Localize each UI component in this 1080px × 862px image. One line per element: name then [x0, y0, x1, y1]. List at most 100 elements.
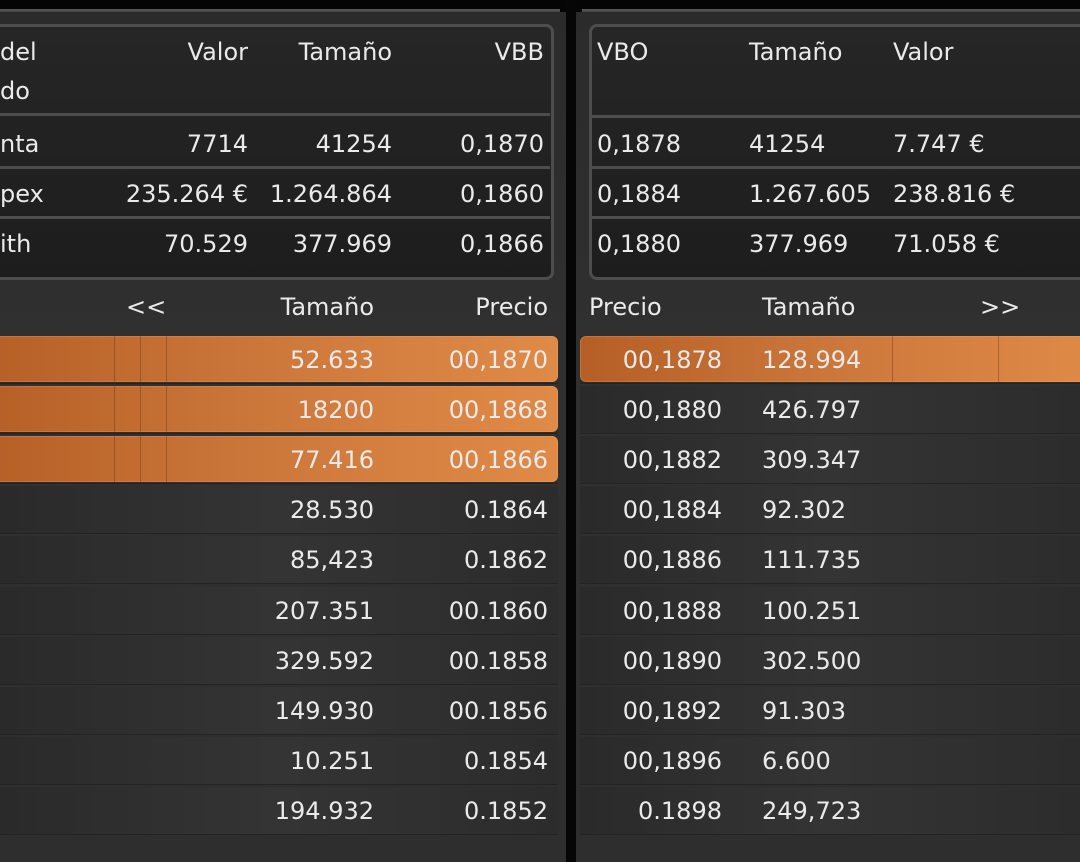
ask-row[interactable]	[580, 787, 1080, 835]
bid-row[interactable]	[0, 587, 558, 635]
ask-row[interactable]	[580, 737, 1080, 785]
ask-quote-row-line	[592, 216, 1080, 219]
asks-next-button[interactable]: >>	[980, 293, 1021, 321]
quote-row-vbo: 0,1880	[597, 230, 681, 258]
ask-size: 111.735	[762, 546, 862, 574]
bid-price: 00,1866	[448, 446, 548, 474]
bid-price: 00.1858	[448, 647, 548, 675]
bid-size: 149.930	[274, 697, 374, 725]
ask-row[interactable]	[580, 687, 1080, 735]
quote-row-size: 41254	[315, 130, 392, 158]
highlight-tick	[140, 436, 141, 482]
ask-price: 00,1892	[622, 697, 722, 725]
ask-size: 249,723	[762, 797, 862, 825]
bid-size: 77.416	[290, 446, 374, 474]
bid-row[interactable]	[0, 737, 558, 785]
quote-header-name: del	[0, 38, 37, 66]
ask-size: 128.994	[762, 346, 862, 374]
quote-header-value: Valor	[893, 38, 954, 66]
highlight-tick	[998, 336, 999, 382]
quote-header-vbo: VBO	[597, 38, 649, 66]
ask-size: 309.347	[762, 446, 862, 474]
ask-price: 00,1880	[622, 396, 722, 424]
ask-size: 302.500	[762, 647, 862, 675]
ask-row[interactable]	[580, 486, 1080, 534]
ask-quote-header-line	[592, 115, 1080, 118]
bid-row-highlight[interactable]	[0, 386, 558, 432]
bid-row-highlight[interactable]	[0, 336, 558, 382]
ask-row[interactable]	[580, 637, 1080, 685]
ask-quote-row-line	[592, 166, 1080, 169]
ask-price: 00,1884	[622, 496, 722, 524]
bid-quote-table	[0, 24, 554, 280]
bid-price: 0.1864	[464, 496, 548, 524]
highlight-tick	[114, 386, 115, 432]
ask-row-highlight[interactable]	[580, 336, 1080, 382]
highlight-tick	[166, 386, 167, 432]
ask-size: 100.251	[762, 597, 862, 625]
bid-row[interactable]	[0, 787, 558, 835]
highlight-tick	[892, 336, 893, 382]
ask-size: 426.797	[762, 396, 862, 424]
quote-row-vbb: 0,1866	[460, 230, 544, 258]
ask-price: 00,1882	[622, 446, 722, 474]
highlight-tick	[114, 336, 115, 382]
bid-size: 207.351	[274, 597, 374, 625]
top-strip	[0, 0, 1080, 14]
bid-row[interactable]	[0, 687, 558, 735]
bid-quote-header-line	[0, 113, 550, 116]
quote-row-vbb: 0,1860	[460, 180, 544, 208]
quote-row-value: 71.058 €	[893, 230, 1000, 258]
ask-price: 0.1898	[638, 797, 722, 825]
bid-size: 28.530	[290, 496, 374, 524]
quote-row-size: 377.969	[292, 230, 392, 258]
bids-header-size: Tamaño	[280, 293, 374, 321]
bids-prev-button[interactable]: <<	[126, 293, 167, 321]
quote-header-name-2: do	[0, 77, 30, 105]
bid-row[interactable]	[0, 637, 558, 685]
bid-row-highlight[interactable]	[0, 436, 558, 482]
bid-price: 0.1852	[464, 797, 548, 825]
quote-row-size: 1.264.864	[269, 180, 392, 208]
ask-price: 00,1886	[622, 546, 722, 574]
highlight-tick	[166, 436, 167, 482]
ask-price: 00,1896	[622, 747, 722, 775]
ask-size: 6.600	[762, 747, 831, 775]
quote-row-vbb: 0,1870	[460, 130, 544, 158]
quote-header-vbb: VBB	[494, 38, 544, 66]
quote-header-size: Tamaño	[749, 38, 843, 66]
panel-divider	[566, 0, 576, 862]
top-bar-right	[582, 9, 1080, 13]
quote-row-value: 7714	[186, 130, 248, 158]
ask-row[interactable]	[580, 587, 1080, 635]
quote-row-value: 70.529	[164, 230, 248, 258]
ask-price: 00,1890	[622, 647, 722, 675]
quote-row-name: nta	[0, 130, 40, 158]
quote-row-value: 235.264 €	[125, 180, 248, 208]
bid-quote-row-line	[0, 216, 550, 219]
quote-row-vbo: 0,1878	[597, 130, 681, 158]
ask-row[interactable]	[580, 386, 1080, 434]
bid-price: 0.1862	[464, 546, 548, 574]
bid-size: 329.592	[274, 647, 374, 675]
ask-row[interactable]	[580, 436, 1080, 484]
bids-header-price: Precio	[475, 293, 548, 321]
bid-row[interactable]	[0, 486, 558, 534]
quote-header-value: Valor	[187, 38, 248, 66]
highlight-tick	[114, 436, 115, 482]
bid-size: 18200	[297, 396, 374, 424]
bid-row[interactable]	[0, 536, 558, 584]
asks-header-size: Tamaño	[762, 293, 856, 321]
quote-row-vbo: 0,1884	[597, 180, 681, 208]
quote-row-size: 41254	[749, 130, 826, 158]
bid-size: 194.932	[274, 797, 374, 825]
ask-price: 00,1878	[622, 346, 722, 374]
bid-price: 00.1860	[448, 597, 548, 625]
top-bar-left	[0, 9, 560, 13]
ask-quote-table	[589, 24, 1080, 280]
asks-header-price: Precio	[589, 293, 662, 321]
quote-row-name: ith	[0, 230, 32, 258]
ask-row[interactable]	[580, 536, 1080, 584]
highlight-tick	[140, 336, 141, 382]
